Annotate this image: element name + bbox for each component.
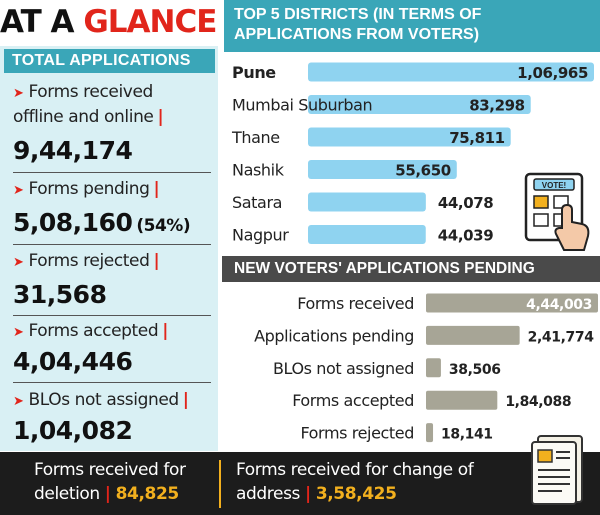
divider-mark: | bbox=[305, 484, 311, 504]
stat-value-percent: (54%) bbox=[136, 216, 191, 236]
top5-value-label: 44,078 bbox=[438, 194, 493, 212]
pending-applications-chart: Forms received 4,44,003 Applications pendi… bbox=[254, 293, 598, 443]
stat-value-number: 5,08,160 bbox=[13, 208, 133, 237]
stat-value-forms-accepted: 4,04,446 bbox=[13, 347, 133, 376]
stat-value-blos-not-assigned: 1,04,082 bbox=[13, 416, 133, 445]
stat-label-line1: Forms pending bbox=[28, 179, 150, 199]
stat-divider bbox=[13, 172, 211, 173]
footer-address-line2: address | 3,58,425 bbox=[236, 482, 397, 506]
pending-category-label: Forms received bbox=[297, 294, 414, 313]
stat-divider bbox=[13, 382, 211, 383]
stat-label-forms-pending: ➤ Forms pending | bbox=[13, 177, 213, 203]
pending-bar bbox=[426, 325, 520, 345]
pending-bar bbox=[426, 390, 498, 410]
top5-subtitle: APPLICATIONS FROM VOTERS) bbox=[234, 26, 480, 43]
stat-label-forms-received: ➤ Forms received bbox=[13, 80, 213, 106]
stat-label-line1: Forms accepted bbox=[28, 321, 159, 341]
top5-bar bbox=[308, 62, 594, 82]
stat-label-line1: Forms received bbox=[28, 82, 154, 102]
stat-divider bbox=[13, 315, 211, 316]
stat-divider bbox=[13, 244, 211, 245]
top5-category-label: Satara bbox=[232, 193, 282, 212]
top5-bar bbox=[308, 160, 457, 179]
column-divider bbox=[219, 0, 222, 452]
pending-bar bbox=[426, 423, 434, 443]
divider-mark: | bbox=[157, 107, 164, 127]
headline: AT A GLANCE bbox=[0, 0, 218, 44]
stat-value-forms-rejected: 31,568 bbox=[13, 280, 107, 309]
footer-deletion-value: 84,825 bbox=[115, 484, 180, 504]
svg-text:VOTE!: VOTE! bbox=[542, 181, 566, 190]
arrow-icon: ➤ bbox=[13, 255, 24, 270]
top5-header: TOP 5 DISTRICTS (IN TERMS OF APPLICATION… bbox=[224, 0, 600, 52]
stat-label-forms-received-line2: offline and online | bbox=[13, 105, 213, 129]
top5-category-label: Mumbai Suburban bbox=[232, 96, 372, 115]
top5-value-label: 75,811 bbox=[449, 129, 504, 147]
arrow-icon: ➤ bbox=[13, 183, 24, 198]
top5-districts-chart: Pune 1,06,965 Mumbai Suburban 83,298 Thane 75… bbox=[231, 62, 594, 245]
footer-deletion-line1: Forms received for bbox=[34, 460, 186, 480]
ballot-box-icon: VOTE! bbox=[524, 172, 590, 251]
footer-address-value: 3,58,425 bbox=[315, 484, 397, 504]
pending-category-label: Forms rejected bbox=[300, 424, 414, 443]
arrow-icon: ➤ bbox=[13, 86, 24, 101]
top5-category-label: Nashik bbox=[232, 161, 285, 180]
pending-category-label: Forms accepted bbox=[292, 391, 414, 410]
stat-value-forms-pending: 5,08,160 (54%) bbox=[13, 208, 213, 241]
top5-value-label: 44,039 bbox=[438, 227, 493, 245]
arrow-icon: ➤ bbox=[13, 325, 24, 340]
top5-value-label: 1,06,965 bbox=[517, 64, 588, 82]
total-applications-panel bbox=[0, 46, 218, 451]
arrow-icon: ➤ bbox=[13, 394, 24, 409]
top5-bar bbox=[308, 127, 511, 147]
top5-value-label: 83,298 bbox=[469, 97, 524, 115]
pending-bar bbox=[426, 358, 441, 378]
document-icon bbox=[531, 435, 583, 505]
pending-value-label: 18,141 bbox=[441, 427, 493, 443]
top5-category-label: Thane bbox=[231, 128, 280, 147]
footer-divider bbox=[219, 460, 221, 508]
top5-bar bbox=[308, 225, 426, 244]
pending-value-label: 2,41,774 bbox=[528, 329, 595, 345]
divider-mark: | bbox=[182, 390, 189, 410]
stat-label-blos-not-assigned: ➤ BLOs not assigned | bbox=[13, 388, 213, 414]
stat-label-line1: Forms rejected bbox=[28, 251, 150, 271]
pending-value-label: 38,506 bbox=[449, 362, 501, 378]
divider-mark: | bbox=[153, 251, 160, 271]
stat-label-line2: offline and online bbox=[13, 107, 154, 127]
headline-part1: AT A bbox=[0, 4, 75, 40]
pending-bar bbox=[426, 293, 598, 313]
divider-mark: | bbox=[162, 321, 169, 341]
stat-label-forms-accepted: ➤ Forms accepted | bbox=[13, 319, 213, 345]
pending-category-label: Applications pending bbox=[254, 326, 414, 345]
top5-bar bbox=[308, 95, 531, 114]
total-applications-header: TOTAL APPLICATIONS bbox=[4, 49, 215, 73]
stat-label-line1: BLOs not assigned bbox=[28, 390, 180, 410]
footer-address-label: address bbox=[236, 484, 300, 504]
top5-value-label: 55,650 bbox=[395, 162, 450, 180]
headline-part2: GLANCE bbox=[83, 4, 217, 40]
top5-category-label: Nagpur bbox=[232, 226, 289, 245]
pending-category-label: BLOs not assigned bbox=[273, 359, 414, 378]
divider-mark: | bbox=[104, 484, 111, 504]
stat-label-forms-rejected: ➤ Forms rejected | bbox=[13, 249, 213, 275]
pending-header: NEW VOTERS' APPLICATIONS PENDING bbox=[222, 256, 600, 282]
footer-deletion-line2: deletion | 84,825 bbox=[34, 482, 179, 506]
footer-deletion-label: deletion bbox=[34, 484, 100, 504]
divider-mark: | bbox=[153, 179, 160, 199]
pending-value-label: 4,44,003 bbox=[526, 297, 592, 313]
footer-address-line1: Forms received for change of bbox=[236, 460, 474, 480]
top5-category-label: Pune bbox=[232, 63, 276, 82]
top5-bar bbox=[308, 192, 426, 212]
footer bbox=[0, 452, 600, 515]
pending-value-label: 1,84,088 bbox=[505, 394, 571, 410]
top5-title: TOP 5 DISTRICTS (IN TERMS OF bbox=[234, 6, 482, 23]
stat-value-forms-received: 9,44,174 bbox=[13, 136, 133, 165]
